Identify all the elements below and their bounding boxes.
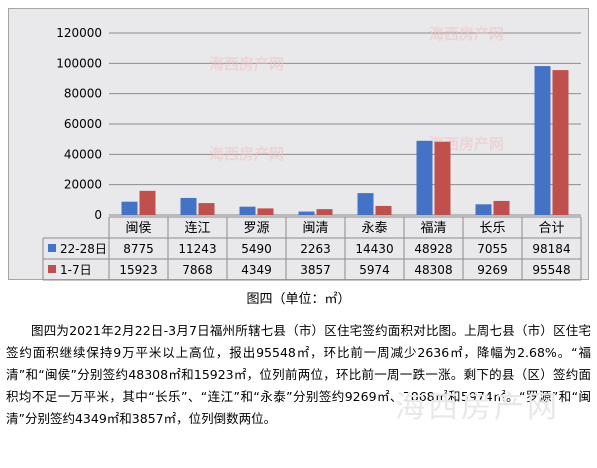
data-label: 9269 [477,263,508,277]
figure-caption: 图四（单位：㎡） [246,292,351,307]
bar-series2 [257,208,274,215]
data-label: 15923 [119,263,157,277]
y-tick-label: 0 [94,208,102,222]
y-tick-label: 60000 [64,117,102,131]
category-label: 合计 [538,221,564,236]
data-label: 98184 [532,242,570,256]
bar-series2 [316,209,333,215]
data-label: 5974 [359,263,390,277]
bar-series1 [239,206,256,215]
bar-series1 [180,197,197,215]
bar-series2 [434,141,451,215]
data-label: 7055 [477,242,508,256]
bar-series1 [475,204,492,215]
legend-label: 1-7日 [60,263,92,277]
y-tick-label: 100000 [56,56,102,70]
category-label: 闽侯 [125,221,151,236]
data-label: 4349 [241,263,272,277]
data-label: 3857 [300,263,331,277]
bar-series2 [375,205,392,215]
data-label: 7868 [182,263,213,277]
chart-watermark: 海西房产网 [209,145,284,163]
y-tick-label: 20000 [64,178,102,192]
y-tick-label: 40000 [64,147,102,161]
bar-series1 [298,211,315,215]
legend-key [48,244,56,252]
bar-series1 [357,193,374,215]
bar-series2 [552,70,569,215]
data-label: 48928 [414,242,452,256]
category-label: 长乐 [479,221,505,236]
data-label: 8775 [123,242,154,256]
category-label: 连江 [184,220,210,236]
category-label: 闽清 [302,221,328,236]
bar-series2 [493,200,510,215]
y-tick-label: 80000 [64,87,102,101]
legend-key [48,265,56,273]
data-label: 95548 [532,263,570,277]
bar-series1 [534,66,551,215]
category-label: 罗源 [243,221,269,236]
chart-frame: 120000 100000 80000 60000 40000 20000 0 海西房产网 海西… [8,8,589,281]
bar-series2 [198,203,215,215]
body-paragraph: 图四为2021年2月22日-3月7日福州所辖七县（市）区住宅签约面积对比图。上周… [6,323,591,426]
bar-series2 [139,190,156,215]
bar-chart: 120000100000800006000040000200000海西房产网海西… [42,25,582,281]
data-label: 2263 [300,242,331,256]
bar-series1 [416,140,433,215]
data-label: 48308 [414,263,452,277]
category-label: 福清 [420,221,446,236]
data-label: 11243 [178,242,216,256]
category-label: 永泰 [361,221,387,236]
data-label: 5490 [241,242,272,256]
legend-label: 22-28日 [60,242,107,256]
chart-watermark: 海西房产网 [429,25,504,43]
bar-series1 [121,201,138,215]
y-tick-label: 120000 [56,26,102,40]
chart-watermark: 海西房产网 [209,55,284,73]
data-label: 14430 [355,242,393,256]
